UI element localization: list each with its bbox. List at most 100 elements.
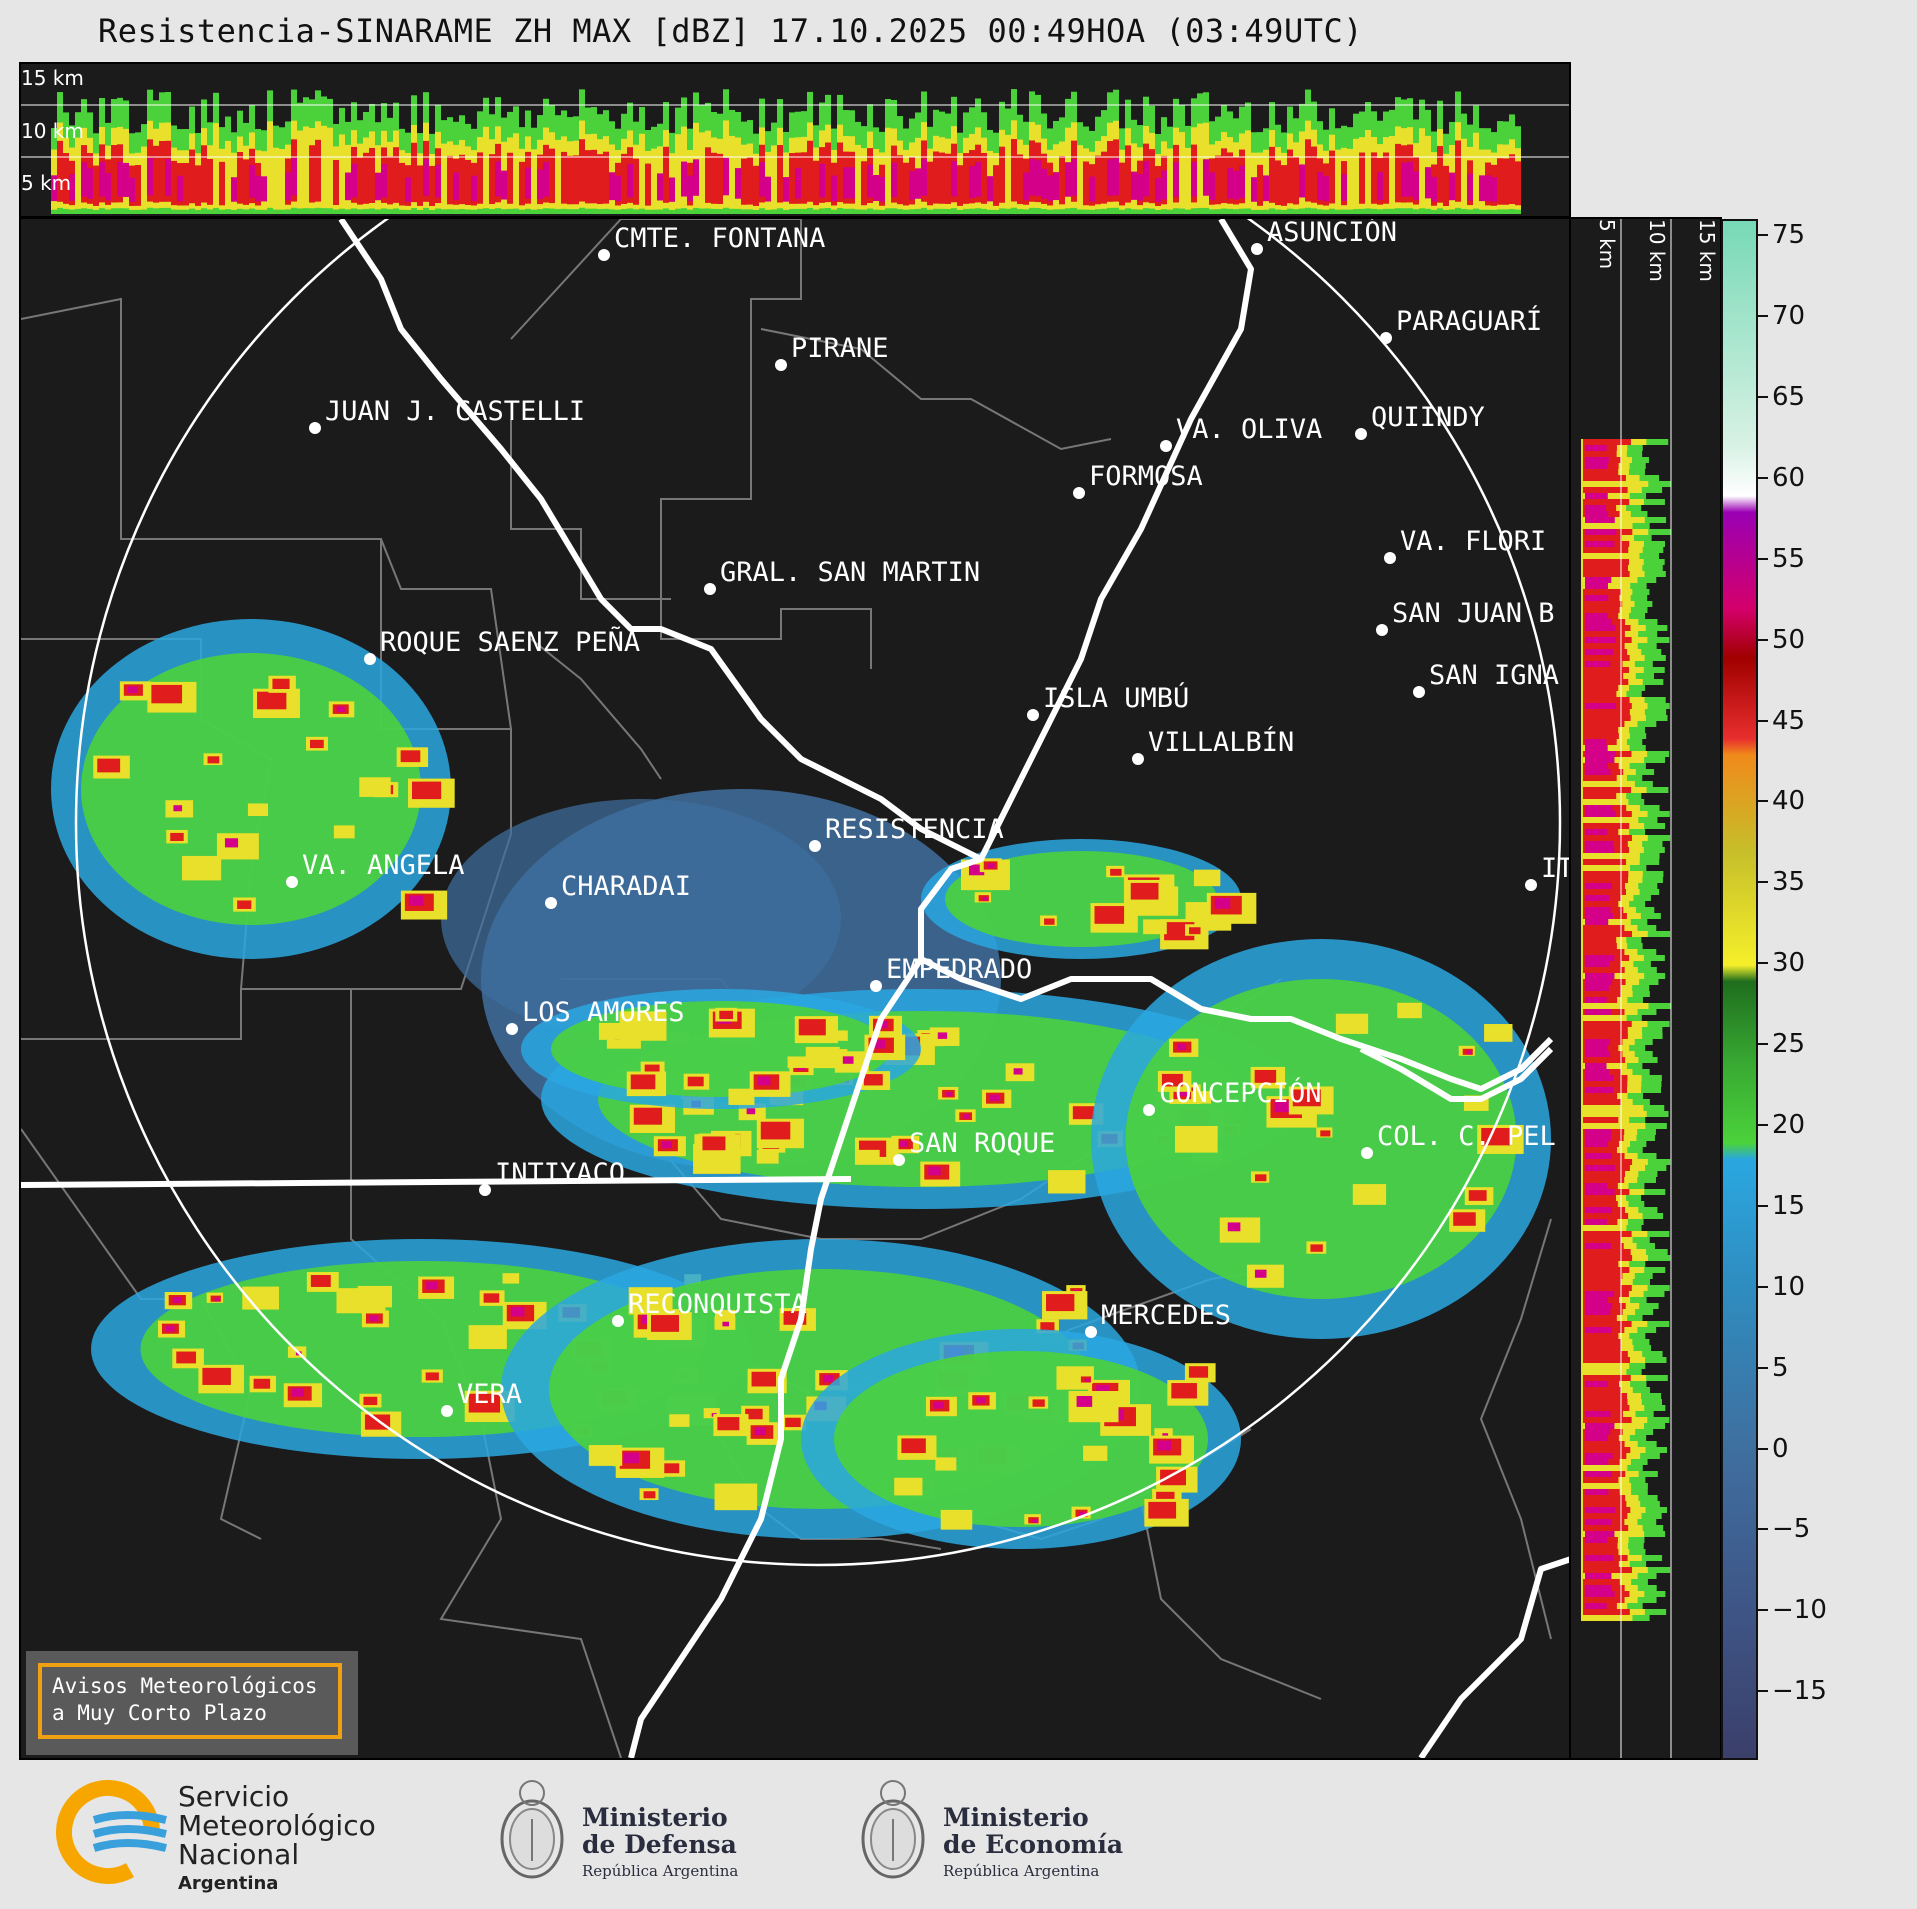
ministerio-economia-name: Ministerio de Economía República Argenti… <box>943 1804 1123 1880</box>
colorbar-tick-label: 75 <box>1772 220 1806 251</box>
colorbar-tick <box>1758 1043 1768 1046</box>
economia-line2: de Economía <box>943 1830 1124 1859</box>
city-label: VA. OLIVA <box>1176 414 1322 445</box>
colorbar-tick-label: −15 <box>1772 1676 1827 1707</box>
city-dot <box>1085 1326 1097 1338</box>
city-dot <box>506 1023 518 1035</box>
colorbar-tick-label: 5 <box>1772 1352 1789 1383</box>
colorbar-tick-label: 55 <box>1772 543 1806 574</box>
colorbar-tick-label: 30 <box>1772 948 1806 979</box>
city-dot <box>1355 428 1367 440</box>
colorbar-tick-label: 20 <box>1772 1110 1806 1141</box>
avisos-box[interactable]: Avisos Meteorológicos a Muy Corto Plazo <box>26 1651 358 1755</box>
avisos-line2: a Muy Corto Plazo <box>52 1701 267 1725</box>
colorbar-tick-label: 10 <box>1772 1271 1806 1302</box>
city-label: SAN JUAN B <box>1392 598 1555 629</box>
city-label: RESISTENCIA <box>825 814 1004 845</box>
city-dot <box>1143 1104 1155 1116</box>
city-dot <box>1160 440 1172 452</box>
city-dot <box>1384 552 1396 564</box>
city-dot <box>479 1184 491 1196</box>
top-profile-echoes <box>21 89 1569 214</box>
top-height-label-10: 10 km <box>21 119 84 143</box>
city-label: COL. C. PEL <box>1377 1121 1556 1152</box>
radar-map[interactable]: CMTE. FONTANA ASUNCIÓN PIRANE PARAGUARÍ JUAN… <box>19 217 1571 1760</box>
city-markers: CMTE. FONTANA ASUNCIÓN PIRANE PARAGUARÍ JUAN… <box>286 219 1569 1417</box>
city-label: EMPEDRADO <box>886 954 1032 985</box>
colorbar-tick <box>1758 395 1768 398</box>
colorbar-tick <box>1758 476 1768 479</box>
colorbar-tick <box>1758 1366 1768 1369</box>
chart-title: Resistencia-SINARAME ZH MAX [dBZ] 17.10.… <box>98 12 1363 50</box>
city-dot <box>1376 624 1388 636</box>
colorbar-tick <box>1758 1690 1768 1693</box>
city-dot <box>1361 1147 1373 1159</box>
colorbar-tick <box>1758 800 1768 803</box>
city-dot <box>704 583 716 595</box>
city-dot <box>545 897 557 909</box>
city-label: VA. ANGELA <box>302 850 465 881</box>
city-label: PIRANE <box>791 333 889 364</box>
city-dot <box>1525 879 1537 891</box>
radar-echoes <box>51 619 1551 1549</box>
radar-map-canvas: CMTE. FONTANA ASUNCIÓN PIRANE PARAGUARÍ JUAN… <box>21 219 1569 1758</box>
colorbar-tick-label: 25 <box>1772 1029 1806 1060</box>
colorbar-tick <box>1758 1528 1768 1531</box>
colorbar-tick-label: −5 <box>1772 1514 1811 1545</box>
city-label: JUAN J. CASTELLI <box>325 396 585 427</box>
defensa-line2: de Defensa <box>582 1830 737 1859</box>
city-dot <box>775 359 787 371</box>
colorbar-tick <box>1758 234 1768 237</box>
city-dot <box>1132 753 1144 765</box>
defensa-line3: República Argentina <box>582 1862 739 1880</box>
city-label: IT <box>1541 853 1569 884</box>
colorbar-tick <box>1758 1124 1768 1127</box>
smn-line3: Nacional <box>178 1838 300 1871</box>
top-vertical-profile: 15 km 10 km 5 km <box>19 62 1571 218</box>
city-label: SAN IGNA <box>1429 660 1559 691</box>
side-height-label-15: 15 km <box>1695 219 1719 282</box>
city-label: QUIINDY <box>1371 402 1485 433</box>
city-label: ASUNCIÓN <box>1267 219 1397 248</box>
city-label: CMTE. FONTANA <box>614 223 825 254</box>
city-dot <box>893 1154 905 1166</box>
ministerio-defensa-name: Ministerio de Defensa República Argentin… <box>582 1804 738 1880</box>
economia-line3: República Argentina <box>943 1862 1100 1880</box>
colorbar-tick <box>1758 1447 1768 1450</box>
city-label: GRAL. SAN MARTIN <box>720 557 980 588</box>
colorbar-tick-label: 0 <box>1772 1433 1789 1464</box>
city-dot <box>1027 709 1039 721</box>
city-label: INTIYACO <box>495 1158 625 1189</box>
city-label: CHARADAI <box>561 871 691 902</box>
colorbar-tick-label: 45 <box>1772 705 1806 736</box>
colorbar-tick-label: 15 <box>1772 1190 1806 1221</box>
colorbar-tick-label: 60 <box>1772 462 1806 493</box>
colorbar-tick <box>1758 557 1768 560</box>
colorbar-tick-label: 40 <box>1772 786 1806 817</box>
side-profile-echoes <box>1581 219 1672 1758</box>
colorbar-tick <box>1758 638 1768 641</box>
top-height-label-5: 5 km <box>21 171 72 195</box>
coat-of-arms-icon <box>500 1780 564 1879</box>
colorbar-tick <box>1758 881 1768 884</box>
avisos-label: Avisos Meteorológicos a Muy Corto Plazo <box>38 1663 342 1739</box>
city-label: FORMOSA <box>1089 461 1203 492</box>
radar-range-ring <box>74 219 1562 1567</box>
top-height-label-15: 15 km <box>21 66 84 90</box>
city-label: VILLALBÍN <box>1148 726 1294 758</box>
avisos-line1: Avisos Meteorológicos <box>52 1674 318 1698</box>
city-dot <box>1413 686 1425 698</box>
city-dot <box>1251 243 1263 255</box>
smn-logo-icon <box>56 1780 167 1884</box>
defensa-line1: Ministerio <box>582 1803 728 1832</box>
city-dot <box>1073 487 1085 499</box>
smn-line2: Meteorológico <box>178 1809 376 1842</box>
city-dot <box>870 980 882 992</box>
city-label: SAN ROQUE <box>909 1128 1055 1159</box>
colorbar-tick <box>1758 315 1768 318</box>
colorbar-tick-label: 50 <box>1772 624 1806 655</box>
smn-name: Servicio Meteorológico Nacional Argentin… <box>178 1782 376 1898</box>
smn-line4: Argentina <box>178 1873 279 1894</box>
city-dot <box>598 249 610 261</box>
city-dot <box>286 876 298 888</box>
